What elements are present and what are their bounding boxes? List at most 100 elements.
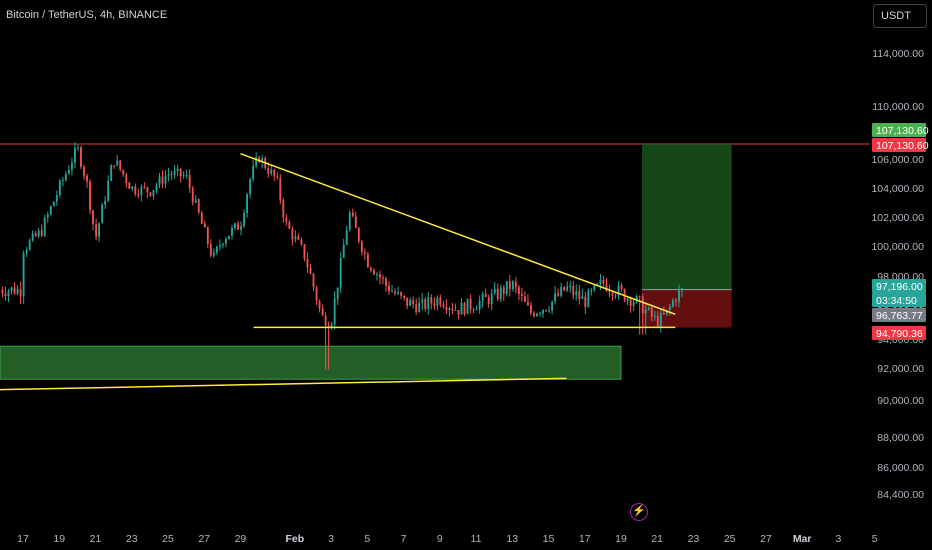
price-axis[interactable]: 84,400.00 86,000.00 88,000.00 90,000.00 92,0… bbox=[871, 48, 924, 501]
candle-up bbox=[460, 302, 463, 315]
y-tick-label: 110,000.00 bbox=[872, 101, 924, 113]
candle-down bbox=[125, 174, 128, 183]
candle-up bbox=[77, 147, 79, 149]
x-tick-label: 25 bbox=[724, 533, 736, 545]
candle-up bbox=[330, 323, 333, 327]
candle-down bbox=[517, 287, 520, 295]
candle-up bbox=[569, 286, 572, 288]
candle-up bbox=[333, 298, 336, 324]
y-tick-label: 102,000.00 bbox=[871, 212, 924, 224]
candle-up bbox=[596, 283, 599, 286]
x-tick-label: 19 bbox=[615, 533, 627, 545]
candle-down bbox=[282, 200, 285, 218]
candle-up bbox=[653, 315, 656, 317]
candle-up bbox=[185, 174, 188, 176]
candle-down bbox=[34, 233, 37, 237]
price-label-text: 107,130.60 bbox=[876, 125, 929, 137]
candle-up bbox=[46, 214, 49, 218]
candle-up bbox=[436, 297, 439, 306]
candle-down bbox=[469, 298, 472, 310]
price-label-text: 96,763.77 bbox=[876, 310, 923, 322]
candle-up bbox=[255, 157, 258, 166]
candle-down bbox=[605, 283, 608, 292]
candle-down bbox=[122, 169, 125, 175]
price-label-text: 107,130.60 bbox=[876, 140, 929, 152]
candle-down bbox=[321, 308, 324, 316]
candle-up bbox=[560, 286, 563, 296]
candle-down bbox=[442, 304, 445, 307]
candle-down bbox=[451, 308, 454, 311]
candle-down bbox=[134, 186, 137, 194]
candle-down bbox=[629, 298, 632, 307]
candle-down bbox=[530, 305, 532, 314]
candle-up bbox=[536, 313, 538, 317]
candle-down bbox=[86, 175, 88, 182]
time-axis[interactable]: 17 19 21 23 25 27 29 Feb 3 5 7 9 11 13 15 17 19 21 23 25 27 M… bbox=[17, 533, 878, 545]
candle-up bbox=[659, 313, 662, 327]
candle-down bbox=[472, 309, 475, 311]
price-label-box bbox=[872, 123, 926, 137]
candle-up bbox=[626, 298, 629, 301]
y-tick-label: 88,000.00 bbox=[877, 432, 924, 444]
candle-up bbox=[481, 293, 484, 301]
candle-up bbox=[98, 223, 101, 237]
candle-down bbox=[563, 286, 566, 291]
candle-up bbox=[551, 301, 554, 311]
candle-down bbox=[545, 309, 548, 311]
candle-down bbox=[415, 304, 418, 313]
candle-down bbox=[146, 187, 149, 193]
candle-up bbox=[110, 165, 113, 181]
candle-down bbox=[327, 325, 330, 327]
flash-icon[interactable]: ⚡ bbox=[630, 503, 648, 521]
candle-up bbox=[376, 274, 378, 276]
candle-down bbox=[372, 270, 375, 275]
candle-down bbox=[279, 177, 282, 201]
candle-down bbox=[285, 217, 288, 223]
x-tick-label: 27 bbox=[198, 533, 210, 545]
candle-down bbox=[400, 292, 403, 296]
candle-up bbox=[418, 302, 421, 313]
x-tick-label: 17 bbox=[579, 533, 591, 545]
x-tick-label: 13 bbox=[506, 533, 518, 545]
candle-up bbox=[215, 246, 218, 253]
candle-up bbox=[49, 206, 52, 215]
drawings-back bbox=[0, 143, 870, 380]
candle-up bbox=[231, 227, 233, 236]
y-tick-label: 106,000.00 bbox=[871, 154, 924, 166]
candle-up bbox=[10, 287, 13, 292]
candle-up bbox=[632, 302, 635, 307]
price-label-text: 94,790.36 bbox=[876, 328, 923, 340]
candle-down bbox=[188, 174, 191, 189]
demand-zone bbox=[0, 345, 622, 380]
candle-up bbox=[668, 306, 671, 310]
candle-down bbox=[80, 147, 82, 167]
candle-up bbox=[448, 308, 451, 311]
candle-up bbox=[427, 297, 430, 310]
x-tick-label: 3 bbox=[835, 533, 841, 545]
candle-up bbox=[566, 286, 569, 291]
candle-up bbox=[635, 296, 638, 303]
candle-down bbox=[83, 166, 85, 176]
currency-button[interactable]: USDT bbox=[873, 4, 927, 28]
x-tick-label: 29 bbox=[235, 533, 247, 545]
candle-down bbox=[258, 157, 261, 163]
candle-up bbox=[158, 176, 161, 186]
candle-down bbox=[203, 223, 206, 228]
symbol-title[interactable]: Bitcoin / TetherUS, 4h, BINANCE bbox=[6, 9, 168, 21]
candle-down bbox=[297, 236, 300, 240]
candle-up bbox=[164, 175, 167, 184]
candle-up bbox=[671, 300, 674, 307]
x-tick-label: 5 bbox=[872, 533, 878, 545]
price-label-box bbox=[872, 308, 926, 322]
candle-down bbox=[388, 285, 390, 292]
candle-up bbox=[499, 287, 502, 299]
candle-down bbox=[179, 168, 182, 177]
candle-up bbox=[345, 229, 348, 245]
candle-up bbox=[475, 309, 478, 311]
candle-up bbox=[55, 194, 58, 202]
x-tick-label: 25 bbox=[162, 533, 174, 545]
candles bbox=[0, 142, 683, 370]
candle-up bbox=[511, 281, 514, 289]
candle-up bbox=[173, 170, 176, 176]
